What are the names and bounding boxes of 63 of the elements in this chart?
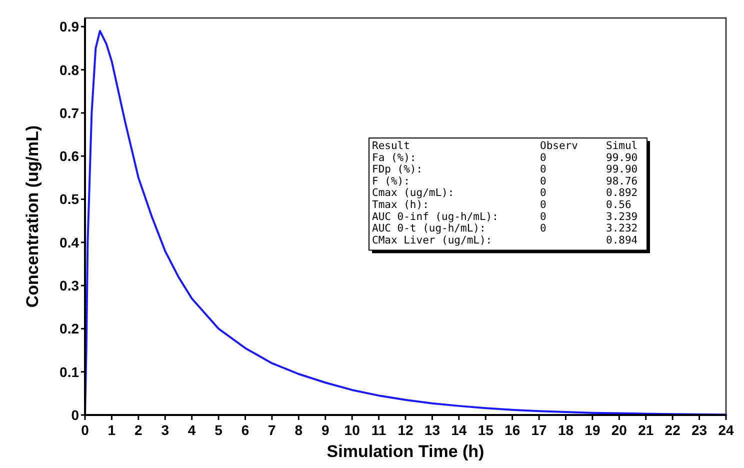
x-tick-label: 15 bbox=[478, 422, 494, 438]
annotation: 0 bbox=[540, 222, 546, 235]
y-tick-label: 0.5 bbox=[60, 191, 80, 208]
annotation: Result bbox=[372, 140, 410, 152]
x-tick-label: 19 bbox=[584, 422, 600, 438]
annotation: 99.90 bbox=[606, 164, 638, 176]
x-tick-label: 12 bbox=[398, 422, 414, 438]
annotation: Tmax (h): bbox=[372, 199, 429, 211]
annotation: 0 bbox=[540, 199, 546, 211]
annotation: AUC 0-inf (ug-h/mL): bbox=[372, 210, 498, 223]
x-tick-label: 23 bbox=[692, 422, 708, 438]
annotation: 0 bbox=[540, 187, 546, 200]
annotation: AUC 0-t (ug-h/mL): bbox=[372, 222, 486, 235]
annotation: 0 bbox=[540, 210, 546, 223]
annotation: 0 bbox=[540, 164, 546, 176]
y-tick-label: 0.4 bbox=[60, 234, 80, 250]
x-tick-label: 17 bbox=[531, 422, 548, 438]
annotation: 0 bbox=[540, 175, 546, 188]
x-tick-label: 5 bbox=[214, 422, 223, 438]
x-tick-label: 8 bbox=[294, 422, 303, 438]
annotation: Cmax (ug/mL): bbox=[372, 187, 454, 200]
annotation: 99.90 bbox=[606, 152, 638, 164]
y-tick-label: 0.9 bbox=[60, 18, 80, 35]
x-tick-label: 11 bbox=[371, 422, 386, 438]
y-tick-label: 0.2 bbox=[60, 320, 80, 337]
x-tick-label: 21 bbox=[638, 422, 654, 438]
x-tick-label: 0 bbox=[81, 422, 90, 438]
annotation: Fa (%): bbox=[372, 152, 416, 164]
annotation: 0.892 bbox=[606, 187, 638, 200]
x-tick-label: 3 bbox=[161, 422, 170, 438]
x-tick-label: 14 bbox=[451, 422, 467, 438]
annotation: 98.76 bbox=[606, 175, 638, 188]
x-tick-label: 16 bbox=[504, 422, 520, 438]
y-axis-title: Concentration (ug/mL) bbox=[23, 125, 42, 308]
annotation: CMax Liver (ug/mL): bbox=[372, 234, 492, 246]
x-tick-label: 13 bbox=[424, 422, 440, 438]
annotation: 3.239 bbox=[606, 210, 638, 223]
y-tick-label: 0.6 bbox=[60, 148, 80, 164]
y-tick-label: 0 bbox=[71, 407, 80, 423]
annotation: 0 bbox=[540, 152, 546, 164]
y-tick-label: 0.3 bbox=[60, 278, 80, 294]
x-tick-label: 18 bbox=[558, 422, 574, 438]
annotation: Observ bbox=[540, 140, 578, 152]
x-tick-label: 4 bbox=[188, 422, 196, 438]
x-tick-label: 22 bbox=[664, 422, 681, 438]
annotation: 0.894 bbox=[606, 234, 638, 246]
x-tick-label: 9 bbox=[321, 422, 330, 438]
y-tick-label: 0.7 bbox=[60, 104, 80, 121]
annotation: 0.56 bbox=[606, 199, 632, 211]
x-tick-label: 7 bbox=[268, 422, 276, 438]
annotation: F (%): bbox=[372, 175, 410, 188]
x-tick-label: 1 bbox=[108, 422, 116, 438]
y-tick-label: 0.8 bbox=[60, 62, 80, 78]
annotation: 3.232 bbox=[606, 222, 638, 235]
annotation: Simul bbox=[606, 140, 638, 152]
y-tick-label: 0.1 bbox=[60, 364, 80, 380]
x-tick-label: 24 bbox=[718, 422, 734, 438]
x-tick-label: 10 bbox=[344, 422, 360, 438]
x-tick-label: 20 bbox=[611, 422, 628, 438]
x-tick-label: 6 bbox=[241, 422, 250, 438]
annotation: FDp (%): bbox=[372, 164, 423, 176]
x-axis-title: Simulation Time (h) bbox=[326, 442, 484, 461]
x-tick-label: 2 bbox=[134, 422, 143, 438]
